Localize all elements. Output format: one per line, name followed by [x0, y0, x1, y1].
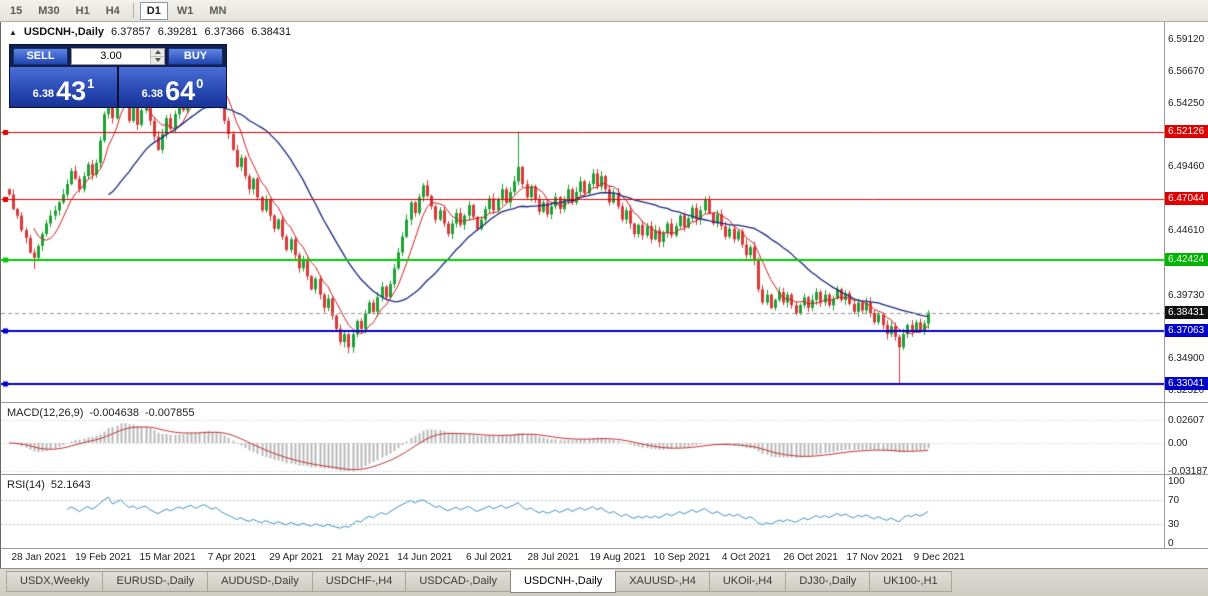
price-axis-tick: 6.32520	[1168, 384, 1205, 396]
close-value: 6.38431	[251, 26, 292, 38]
sell-button[interactable]: SELL	[13, 47, 68, 65]
symbol-period-label: USDCNH-,Daily	[23, 26, 104, 38]
price-axis-tick: 6.39730	[1168, 289, 1205, 301]
timeframe-button-15[interactable]: 15	[3, 2, 29, 20]
date-axis-label: 19 Aug 2021	[589, 552, 646, 563]
price-level-badge: 6.33041	[1165, 376, 1208, 390]
chart-window[interactable]: 28 Jan 2021 19 Feb 2021 15 Mar 2021 7 Apr 2…	[0, 22, 1208, 568]
date-axis-label: 28 Jan 2021	[11, 552, 67, 563]
price-level-badge: 6.42424	[1165, 253, 1208, 267]
timeframe-button-h1[interactable]: H1	[69, 2, 97, 20]
sell-price-pipette: 1	[87, 76, 95, 91]
macd-canvas[interactable]	[1, 403, 1164, 474]
price-axis-tick: 6.54250	[1168, 98, 1205, 110]
date-axis-label: 19 Feb 2021	[75, 552, 132, 563]
volume-increase-button[interactable]	[151, 48, 164, 56]
chart-tabs-bar: USDX,Weekly EURUSD-,Daily AUDUSD-,Daily USD…	[0, 568, 1208, 596]
price-axis-tick: 6.56670	[1168, 66, 1205, 78]
rsi-canvas[interactable]	[1, 475, 1164, 548]
macd-scale-label: -0.03187	[1168, 466, 1208, 477]
rsi-title: RSI(14)	[7, 479, 45, 491]
price-level-badge: 6.52126	[1165, 125, 1208, 139]
macd-scale-label: 0.00	[1168, 438, 1188, 449]
rsi-indicator-label: RSI(14) 52.1643	[7, 479, 97, 491]
rsi-scale-label: 0	[1168, 538, 1174, 549]
one-click-collapse-icon[interactable]: ▲	[9, 27, 17, 37]
low-value: 6.37366	[204, 26, 245, 38]
price-axis-tick: 6.59120	[1168, 34, 1205, 46]
date-axis-label: 6 Jul 2021	[466, 552, 513, 563]
sell-price-prefix: 6.38	[32, 88, 55, 100]
macd-scale-label: 0.02607	[1168, 415, 1205, 427]
timeframe-toolbar: 15 M30 H1 H4 D1 W1 MN	[0, 0, 1208, 22]
price-axis-separator	[1164, 22, 1165, 548]
chart-tab-usdx-weekly[interactable]: USDX,Weekly	[6, 571, 104, 592]
chart-tab-uk100-h1[interactable]: UK100-,H1	[869, 571, 952, 592]
rsi-scale-label: 100	[1168, 476, 1185, 487]
timeframe-button-w1[interactable]: W1	[170, 2, 201, 20]
macd-indicator-label: MACD(12,26,9) -0.004638 -0.007855	[7, 407, 201, 419]
chart-tab-xauusd-h4[interactable]: XAUUSD-,H4	[615, 571, 710, 592]
pane-separator[interactable]	[1, 474, 1208, 475]
macd-main-value: -0.004638	[89, 407, 139, 419]
macd-title: MACD(12,26,9)	[7, 407, 84, 419]
chart-tab-audusd-daily[interactable]: AUDUSD-,Daily	[207, 571, 313, 592]
open-value: 6.37857	[111, 26, 151, 38]
sell-price-big-digits: 43	[56, 76, 87, 106]
chart-tab-eurusd-daily[interactable]: EURUSD-,Daily	[102, 571, 209, 592]
high-value: 6.39281	[157, 26, 198, 38]
date-axis-label: 14 Jun 2021	[397, 552, 453, 563]
volume-field[interactable]: 3.00	[71, 47, 165, 65]
buy-price-pipette: 0	[196, 76, 204, 91]
toolbar-separator	[132, 3, 134, 18]
pane-separator	[1, 548, 1208, 549]
chart-tab-usdcad-daily[interactable]: USDCAD-,Daily	[405, 571, 511, 592]
one-click-trading-panel: SELL 3.00 BUY 6.38 43 1 6.38 64 0	[9, 44, 227, 108]
rsi-scale-label: 30	[1168, 519, 1180, 531]
buy-button[interactable]: BUY	[168, 47, 223, 65]
pane-separator[interactable]	[1, 402, 1208, 403]
date-axis-label: 26 Oct 2021	[783, 552, 838, 563]
chart-tab-usdchf-h4[interactable]: USDCHF-,H4	[311, 571, 407, 592]
chart-tab-ukoil-h4[interactable]: UKOil-,H4	[708, 571, 787, 592]
date-axis-label: 10 Sep 2021	[653, 552, 711, 563]
chart-tab-dj30-daily[interactable]: DJ30-,Daily	[785, 571, 871, 592]
price-level-badge: 6.47044	[1165, 192, 1208, 206]
ohlc-header: ▲ USDCNH-,Daily 6.37857 6.39281 6.37366 …	[9, 26, 291, 38]
macd-signal-value: -0.007855	[144, 407, 195, 419]
price-level-badge: 6.37063	[1165, 323, 1208, 337]
date-axis-label: 7 Apr 2021	[207, 552, 257, 563]
date-axis-label: 28 Jul 2021	[527, 552, 580, 563]
date-axis-label: 29 Apr 2021	[269, 552, 324, 563]
date-axis[interactable]: 28 Jan 2021 19 Feb 2021 15 Mar 2021 7 Apr 2…	[1, 548, 1164, 568]
timeframe-button-d1[interactable]: D1	[139, 1, 168, 20]
buy-price-display[interactable]: 6.38 64 0	[119, 67, 226, 107]
price-axis-tick: 6.34900	[1168, 353, 1205, 365]
price-axis-tick: 6.44610	[1168, 225, 1205, 237]
price-axis-tick: 6.49460	[1168, 161, 1205, 173]
chart-tab-usdcnh-daily[interactable]: USDCNH-,Daily	[509, 570, 617, 593]
sell-price-display[interactable]: 6.38 43 1	[10, 67, 119, 107]
volume-value[interactable]: 3.00	[100, 49, 122, 62]
buy-price-big-digits: 64	[165, 76, 196, 106]
timeframe-button-h4[interactable]: H4	[99, 2, 127, 20]
date-axis-label: 15 Mar 2021	[139, 552, 196, 563]
date-axis-label: 9 Dec 2021	[913, 552, 965, 563]
current-price-badge: 6.38431	[1165, 305, 1208, 319]
date-axis-label: 17 Nov 2021	[846, 552, 904, 563]
rsi-value: 52.1643	[50, 479, 91, 491]
timeframe-button-m30[interactable]: M30	[31, 2, 66, 20]
timeframe-button-mn[interactable]: MN	[202, 2, 233, 20]
date-axis-label: 4 Oct 2021	[721, 552, 771, 563]
volume-decrease-button[interactable]	[151, 55, 164, 64]
volume-spinner	[150, 48, 164, 64]
date-axis-label: 21 May 2021	[331, 552, 390, 563]
buy-price-prefix: 6.38	[141, 88, 164, 100]
rsi-scale-label: 70	[1168, 494, 1180, 506]
